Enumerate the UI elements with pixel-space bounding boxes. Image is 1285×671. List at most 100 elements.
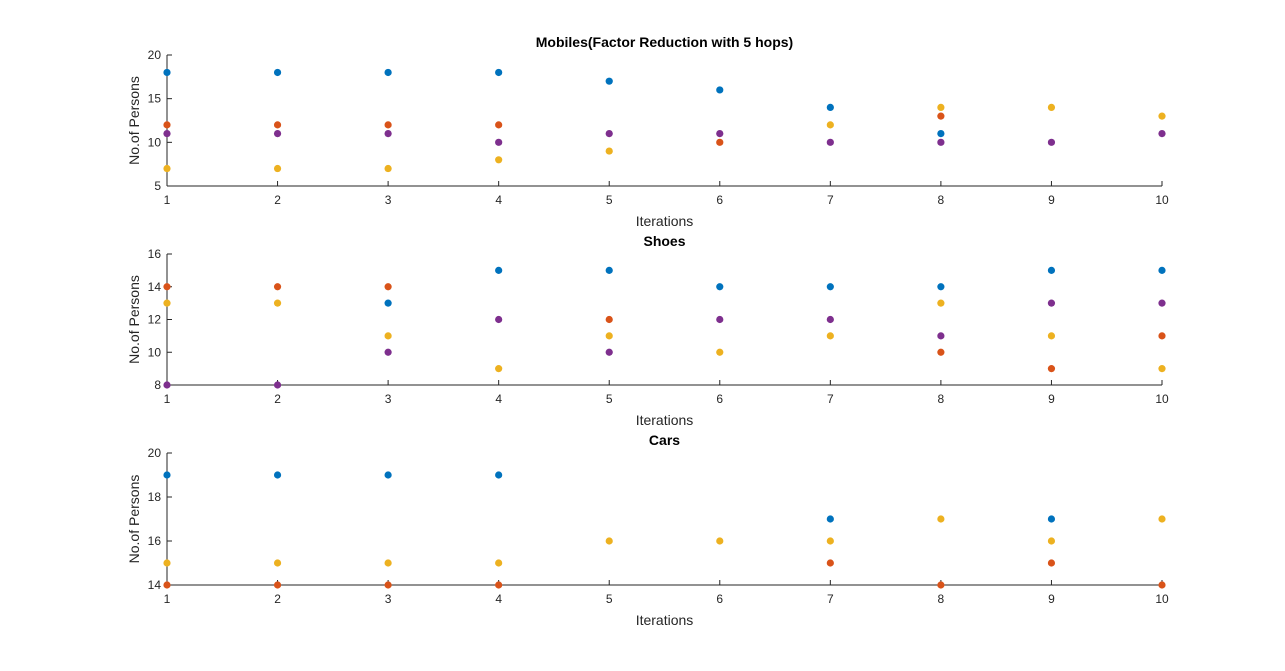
data-point	[163, 68, 171, 77]
series-1	[163, 471, 1056, 523]
x-tick-label: 7	[827, 592, 834, 606]
data-point	[495, 266, 503, 274]
x-tick-label: 9	[1048, 592, 1055, 606]
series-4	[163, 130, 1166, 146]
x-tick-label: 7	[827, 392, 834, 406]
x-tick-label: 2	[274, 193, 281, 207]
data-point	[605, 266, 613, 274]
x-tick-label: 6	[716, 392, 723, 406]
data-point	[826, 559, 834, 567]
data-point	[273, 130, 282, 138]
y-tick-label: 8	[154, 378, 161, 392]
x-tick-label: 2	[274, 392, 281, 406]
x-tick-label: 1	[164, 592, 171, 606]
data-point	[716, 348, 724, 356]
data-point	[937, 112, 945, 120]
data-point	[605, 537, 613, 545]
data-point	[495, 365, 503, 373]
data-point	[716, 315, 724, 324]
data-point	[495, 121, 503, 129]
data-point	[716, 138, 724, 146]
data-point	[384, 121, 392, 129]
data-point	[273, 68, 282, 77]
y-tick-label: 16	[148, 534, 162, 548]
x-tick-label: 5	[606, 592, 613, 606]
data-point	[826, 121, 834, 129]
data-point	[1047, 332, 1056, 340]
data-point	[384, 130, 392, 138]
data-point	[163, 299, 171, 307]
series-2	[163, 515, 1166, 567]
data-point	[384, 581, 392, 589]
x-axis-label: Iterations	[636, 213, 694, 229]
x-tick-label: 6	[716, 592, 723, 606]
data-point	[273, 299, 282, 307]
data-point	[605, 77, 613, 85]
x-tick-label: 8	[938, 193, 945, 207]
x-tick-label: 8	[938, 592, 945, 606]
data-point	[163, 283, 171, 291]
data-point	[163, 581, 171, 589]
data-point	[1158, 299, 1166, 307]
data-point	[826, 332, 834, 340]
data-point	[273, 283, 282, 291]
data-point	[937, 103, 945, 111]
data-point	[826, 103, 834, 111]
data-point	[937, 581, 945, 589]
data-point	[1047, 103, 1056, 111]
data-point	[937, 348, 945, 356]
data-point	[826, 283, 834, 291]
data-point	[826, 315, 834, 324]
data-point	[163, 559, 171, 567]
data-point	[605, 315, 613, 324]
data-point	[495, 138, 503, 146]
data-point	[384, 68, 392, 77]
data-point	[1158, 365, 1166, 373]
series-2	[163, 112, 945, 146]
y-tick-label: 16	[148, 247, 162, 261]
data-point	[273, 559, 282, 567]
x-tick-label: 10	[1155, 592, 1169, 606]
x-tick-label: 9	[1048, 392, 1055, 406]
data-point	[1158, 515, 1166, 523]
y-tick-label: 14	[148, 280, 162, 294]
data-point	[495, 471, 503, 479]
y-tick-label: 12	[148, 313, 162, 327]
y-axis-label: No.of Persons	[126, 76, 142, 165]
y-tick-label: 10	[148, 135, 162, 149]
data-point	[937, 515, 945, 523]
y-tick-label: 20	[148, 48, 162, 62]
data-point	[1047, 138, 1056, 146]
data-point	[605, 348, 613, 356]
y-tick-label: 5	[154, 179, 161, 193]
subplot-3: 1 2 3 4 5 6 7 8 9 10 14 16 18 20 Cars Iterations No.of P…	[126, 432, 1169, 628]
series-2	[163, 283, 1166, 373]
x-axis-label: Iterations	[636, 412, 694, 428]
y-axis-label: No.of Persons	[126, 275, 142, 364]
data-point	[1047, 299, 1056, 307]
y-tick-label: 14	[148, 578, 162, 592]
data-point	[826, 537, 834, 545]
data-point	[495, 315, 503, 324]
data-point	[1047, 559, 1056, 567]
x-tick-label: 3	[385, 193, 392, 207]
x-tick-label: 5	[606, 392, 613, 406]
y-tick-label: 18	[148, 490, 162, 504]
data-point	[937, 332, 945, 340]
series-3	[163, 559, 1166, 589]
series-3	[163, 103, 1166, 173]
x-tick-label: 3	[385, 592, 392, 606]
x-tick-label: 5	[606, 193, 613, 207]
data-point	[163, 130, 171, 138]
data-point	[1158, 332, 1166, 340]
x-tick-label: 10	[1155, 392, 1169, 406]
data-point	[273, 471, 282, 479]
y-tick-label: 10	[148, 345, 162, 359]
data-point	[1047, 266, 1056, 274]
y-tick-label: 15	[148, 92, 162, 106]
series-1	[163, 68, 945, 138]
x-tick-label: 6	[716, 193, 723, 207]
data-point	[273, 381, 282, 389]
